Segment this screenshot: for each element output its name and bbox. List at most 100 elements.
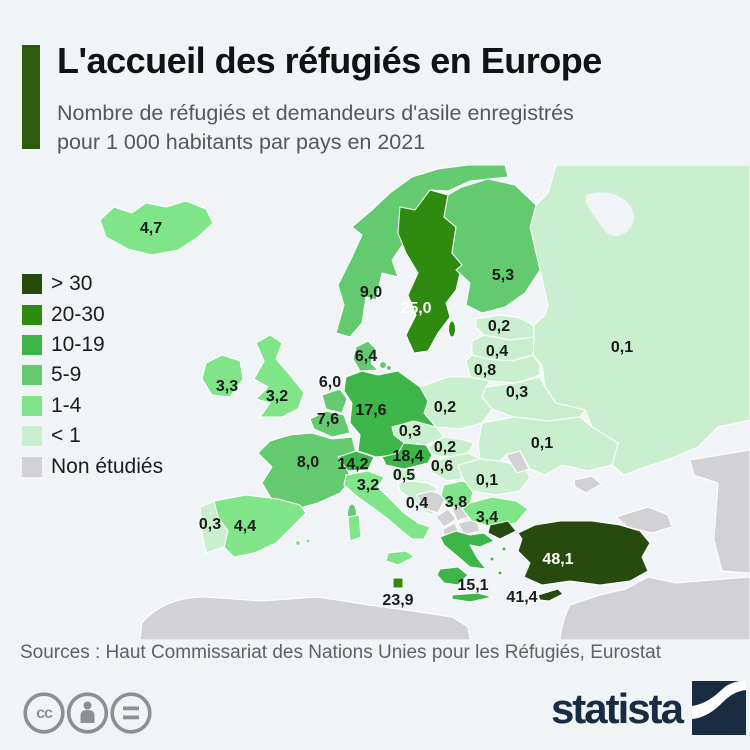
legend-swatch-not-studied [22, 456, 42, 477]
map-value-label: 3,2 [357, 477, 379, 494]
country-czechia [391, 420, 445, 446]
map-value-label: 0,3 [506, 384, 528, 401]
map-value-label: 0,8 [474, 362, 496, 379]
svg-text:cc: cc [36, 705, 53, 722]
cc-icon[interactable]: cc [23, 692, 65, 734]
map-value-label: 5,3 [492, 267, 514, 284]
legend-item-lt1: < 1 [22, 421, 163, 451]
legend-swatch-10-19 [22, 334, 42, 355]
map-value-label: 9,0 [360, 284, 382, 301]
map-value-label: 4,4 [234, 518, 256, 535]
region-kazakhstan [689, 449, 750, 574]
country-slovenia [393, 468, 419, 482]
map-value-label: 3,3 [216, 378, 238, 395]
country-switzerland [337, 450, 375, 472]
by-icon[interactable] [66, 692, 109, 734]
white-sea [586, 192, 634, 237]
legend-item-20-30: 20-30 [22, 299, 163, 329]
legend-swatch-1-4 [22, 395, 42, 416]
map-value-label: 15,1 [457, 577, 488, 594]
region-north-africa [139, 596, 471, 640]
statista-logo[interactable]: statista [551, 681, 746, 735]
legend-label: > 30 [51, 272, 93, 296]
legend-swatch-gt30 [22, 274, 42, 295]
country-portugal [199, 500, 229, 554]
subtitle-line-2: pour 1 000 habitants par pays en 2021 [57, 129, 426, 154]
map-value-label: 0,6 [431, 458, 453, 475]
map-value-label: 23,9 [382, 592, 413, 609]
europe-map: 4,7 9,0 25,0 5,3 0,1 0,2 0,4 0,8 0,3 6,4 3,3 3,2 6,0… [99, 165, 750, 640]
country-slovakia [427, 436, 475, 458]
sources-text: Sources : Haut Commissariat des Nations … [20, 642, 661, 663]
legend-item-5-9: 5-9 [22, 360, 163, 390]
legend-item-not-studied: Non étudiés [22, 451, 163, 481]
statista-logo-mark [692, 681, 746, 735]
legend-swatch-5-9 [22, 365, 42, 386]
statista-wordmark: statista [550, 685, 684, 732]
map-value-label: 8,0 [297, 454, 319, 471]
map-value-label: 18,4 [392, 448, 423, 465]
legend-label: 20-30 [51, 302, 105, 326]
map-value-label: 14,2 [337, 456, 368, 473]
map-value-label: 3,4 [476, 509, 498, 526]
title-accent-bar [22, 45, 40, 149]
map-value-label: 0,3 [399, 423, 421, 440]
country-netherlands [321, 388, 348, 414]
map-value-labels: 4,7 9,0 25,0 5,3 0,1 0,2 0,4 0,8 0,3 6,4 3,3 3,2 6,0… [140, 220, 633, 609]
country-romania [457, 458, 531, 496]
nd-icon[interactable] [110, 692, 152, 734]
map-value-label: 0,5 [393, 467, 415, 484]
map-value-label: 0,2 [488, 318, 510, 335]
map-value-label: 6,0 [319, 374, 341, 391]
legend-label: 1-4 [51, 393, 82, 417]
map-value-label: 3,2 [266, 388, 288, 405]
map-value-label: 48,1 [542, 551, 573, 568]
country-ireland [201, 354, 244, 398]
legend-swatch-20-30 [22, 304, 42, 325]
subtitle-line-1: Nombre de réfugiés et demandeurs d'asile… [57, 101, 574, 125]
legend-item-10-19: 10-19 [22, 330, 163, 360]
region-crimea [573, 475, 602, 494]
country-austria [381, 442, 433, 470]
map-value-label: 0,3 [199, 516, 221, 533]
map-value-label: 0,2 [434, 399, 456, 416]
legend-label: Non étudiés [51, 454, 164, 478]
map-value-label: 0,1 [611, 339, 633, 356]
country-spain [213, 494, 311, 558]
legend-label: 10-19 [51, 332, 105, 356]
map-value-label: 0,2 [434, 439, 456, 456]
region-middle-east [559, 576, 750, 640]
country-cyprus [537, 588, 564, 602]
map-value-label: 0,1 [476, 472, 498, 489]
country-bulgaria [461, 496, 529, 528]
page-subtitle: Nombre de réfugiés et demandeurs d'asile… [57, 99, 574, 156]
country-norway [335, 165, 509, 338]
country-iceland [99, 200, 214, 256]
map-value-label: 7,6 [317, 411, 339, 428]
map-value-label: 0,4 [486, 343, 508, 360]
license-icons: cc [23, 692, 152, 734]
legend-item-gt30: > 30 [22, 269, 163, 299]
legend-label: 5-9 [51, 363, 82, 387]
country-turkey [487, 520, 651, 586]
legend-label: < 1 [51, 424, 81, 448]
country-finland [443, 178, 541, 314]
country-united-kingdom [253, 334, 305, 418]
legend-item-1-4: 1-4 [22, 391, 163, 421]
region-moldova [505, 450, 530, 474]
map-value-label: 6,4 [355, 348, 377, 365]
map-value-label: 0,4 [406, 495, 428, 512]
country-belgium [309, 410, 351, 438]
page-title: L'accueil des réfugiés en Europe [57, 40, 602, 81]
legend: > 30 20-30 10-19 5-9 1-4 < 1 Non étudiés [22, 269, 163, 482]
map-value-label: 0,1 [531, 435, 553, 452]
map-value-label: 25,0 [400, 300, 431, 317]
map-value-label: 41,4 [506, 589, 537, 606]
region-north-macedonia [457, 518, 481, 536]
map-value-label: 17,6 [355, 402, 386, 419]
country-malta [392, 577, 404, 589]
map-value-label: 3,8 [445, 494, 467, 511]
country-italy [343, 470, 431, 566]
legend-swatch-lt1 [22, 426, 42, 447]
